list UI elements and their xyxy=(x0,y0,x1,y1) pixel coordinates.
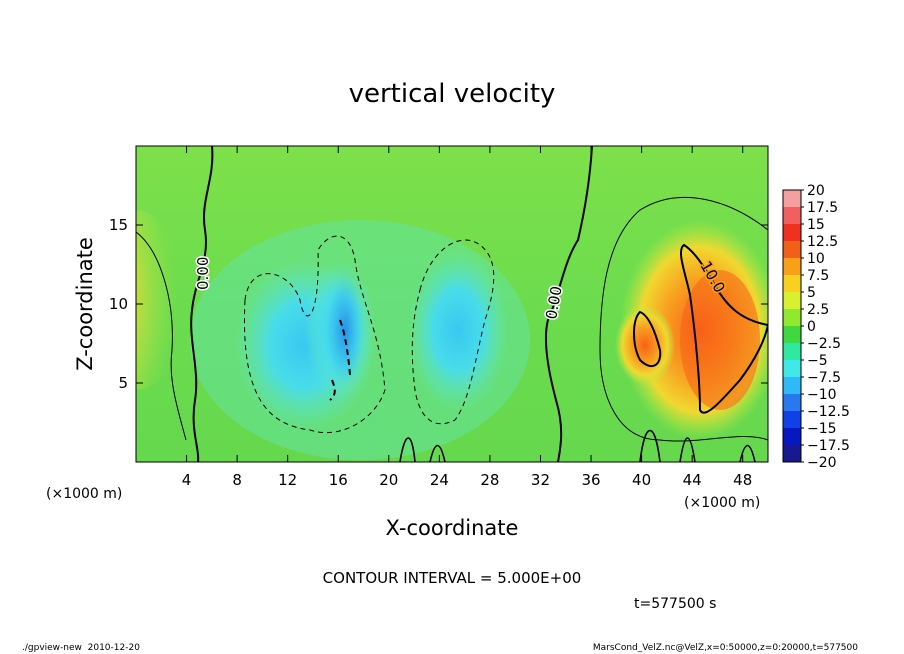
colorbar-swatch xyxy=(783,445,801,463)
colorbar-label: 17.5 xyxy=(807,200,838,216)
colorbar-swatch xyxy=(783,411,801,429)
colorbar-label: 5 xyxy=(807,285,816,301)
chart-title: vertical velocity xyxy=(349,79,556,109)
colorbar-swatch xyxy=(783,377,801,395)
x-tick-label: 8 xyxy=(232,471,242,489)
contour-5-left xyxy=(136,231,187,441)
colorbar-label: 15 xyxy=(807,217,825,233)
contour-bottom-wiggles xyxy=(399,429,756,462)
x-tick-label: 20 xyxy=(379,471,398,489)
colorbar-label: −12.5 xyxy=(807,404,850,420)
colorbar-label: 20 xyxy=(807,183,825,199)
z-unit-label: (×1000 m) xyxy=(684,495,760,511)
colorbar-swatch xyxy=(783,241,801,259)
field-updraft-left xyxy=(615,305,675,385)
contour-10-small xyxy=(633,310,662,368)
footer-right: MarsCond_VelZ.nc@VelZ,x=0:50000,z=0:2000… xyxy=(593,643,858,653)
colorbar-label: −17.5 xyxy=(807,438,850,454)
z-tick-label: 15 xyxy=(109,216,128,234)
field-left-warm xyxy=(136,210,186,390)
contour-zero-right xyxy=(544,146,593,462)
contour-10-right xyxy=(680,243,768,414)
footer-left: ./gpview-new 2010-12-20 xyxy=(22,643,140,653)
x-tick-label: 48 xyxy=(733,471,752,489)
colorbar-label: −15 xyxy=(807,421,837,437)
colorbar-swatch xyxy=(783,190,801,208)
x-tick-label: 32 xyxy=(531,471,550,489)
x-tick-label: 36 xyxy=(581,471,600,489)
x-tick-label: 28 xyxy=(480,471,499,489)
field-downdraft-core xyxy=(327,275,363,385)
colorbar-label: −7.5 xyxy=(807,370,841,386)
colorbar-swatch xyxy=(783,394,801,412)
x-tick-label: 12 xyxy=(278,471,297,489)
time-label: t=577500 s xyxy=(634,596,716,612)
field-downdraft-3 xyxy=(408,250,508,410)
colorbar-swatch xyxy=(783,292,801,310)
z-axis-ticks: 5 10 15 xyxy=(109,216,768,392)
colorbar-swatch xyxy=(783,428,801,446)
contour-neg5-b xyxy=(411,239,495,425)
contour-interval-text: CONTOUR INTERVAL = 5.000E+00 xyxy=(323,569,582,587)
x-tick-label: 16 xyxy=(329,471,348,489)
colorbar-swatch xyxy=(783,258,801,276)
x-axis-label: X-coordinate xyxy=(386,516,519,540)
colorbar-label: −5 xyxy=(807,353,828,369)
colorbar-label: 2.5 xyxy=(807,302,829,318)
x-tick-label: 44 xyxy=(683,471,702,489)
x-tick-label: 24 xyxy=(430,471,449,489)
colorbar-label: 12.5 xyxy=(807,234,838,250)
colorbar-swatch xyxy=(783,207,801,225)
z-tick-label: 5 xyxy=(118,374,128,392)
contour-5-right xyxy=(599,196,768,442)
colorbar-swatch xyxy=(783,275,801,293)
colorbar-swatch xyxy=(783,224,801,242)
contour-zero-left xyxy=(190,146,214,462)
colorbar-swatch xyxy=(783,343,801,361)
x-axis-ticks: 4 8 12 16 20 24 28 32 36 40 44 48 xyxy=(182,146,752,489)
z-axis-label: Z-coordinate xyxy=(73,237,97,371)
colorbar-label: 10 xyxy=(807,251,825,267)
z-tick-label: 10 xyxy=(109,295,128,313)
x-tick-label: 40 xyxy=(632,471,651,489)
field-updraft-core xyxy=(680,270,760,410)
colorbar-label: 7.5 xyxy=(807,268,829,284)
colorbar-swatch xyxy=(783,360,801,378)
x-unit-label: (×1000 m) xyxy=(46,486,122,502)
colorbar-label: 0 xyxy=(807,319,816,335)
contour-label-zero-left: 0.00 xyxy=(194,257,212,290)
contour-neg10 xyxy=(329,319,351,401)
colorbar: 2017.51512.5107.552.50−2.5−5−7.5−10−12.5… xyxy=(782,183,850,471)
colorbar-swatch xyxy=(783,326,801,344)
contour-neg5-a xyxy=(243,235,386,434)
colorbar-label: −2.5 xyxy=(807,336,841,352)
x-tick-label: 4 xyxy=(182,471,192,489)
plot-area: 0.00 0.00 10.0 xyxy=(136,146,768,462)
colorbar-swatch xyxy=(783,309,801,327)
colorbar-label: −10 xyxy=(807,387,837,403)
colorbar-label: −20 xyxy=(807,455,837,471)
